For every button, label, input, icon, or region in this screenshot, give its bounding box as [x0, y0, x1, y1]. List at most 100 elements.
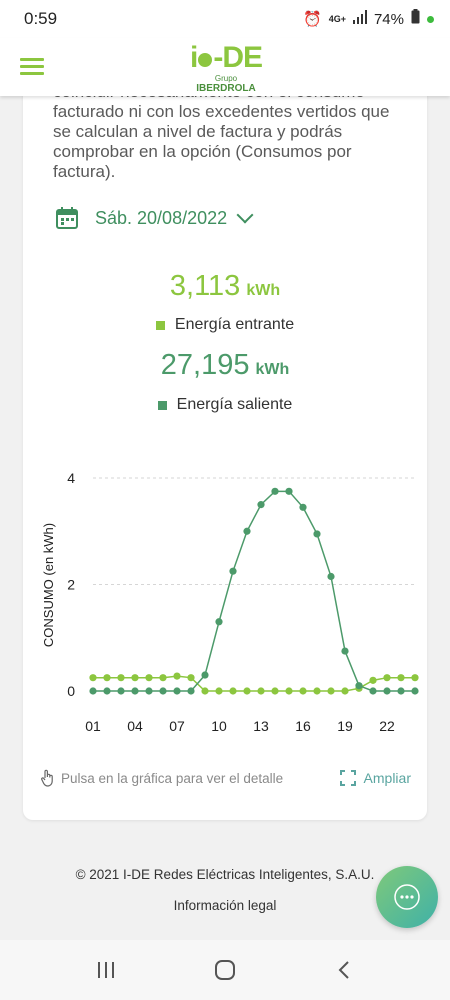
- recent-apps-icon: [97, 962, 114, 978]
- battery-level: 74%: [373, 10, 404, 28]
- data-point[interactable]: [369, 687, 377, 695]
- date-selector[interactable]: Sáb. 20/08/2022: [55, 206, 254, 230]
- consumption-card: coincidir necesariamente con el consumo …: [23, 60, 427, 820]
- data-point[interactable]: [271, 687, 279, 695]
- data-point[interactable]: [355, 682, 363, 690]
- hand-pointer-icon: [41, 769, 53, 787]
- data-point[interactable]: [313, 530, 321, 538]
- data-point[interactable]: [145, 687, 153, 695]
- series-outgoing: [89, 487, 419, 695]
- data-point[interactable]: [257, 501, 265, 509]
- data-point[interactable]: [159, 674, 167, 682]
- legend-swatch-incoming: [155, 320, 165, 330]
- home-icon: [214, 960, 235, 980]
- data-point[interactable]: [313, 687, 321, 695]
- incoming-value: 3,113 kWh: [169, 270, 281, 302]
- data-point[interactable]: [89, 687, 97, 695]
- more-dots-icon: [394, 884, 420, 910]
- chart-actions: Pulsa en la gráfica para ver el detalle …: [41, 769, 411, 787]
- data-point[interactable]: [271, 487, 279, 495]
- data-point[interactable]: [285, 487, 293, 495]
- network-type: 4G+: [328, 13, 346, 24]
- data-point[interactable]: [411, 674, 419, 682]
- data-point[interactable]: [257, 687, 265, 695]
- data-point[interactable]: [215, 618, 223, 626]
- home-button[interactable]: [205, 950, 245, 990]
- menu-icon: [20, 58, 44, 61]
- x-axis-ticks: 01 04 07 10 13 16 19 22: [85, 718, 395, 734]
- recent-apps-button[interactable]: [86, 950, 126, 990]
- data-point[interactable]: [383, 687, 391, 695]
- calendar-icon: [56, 207, 78, 229]
- data-point[interactable]: [285, 687, 293, 695]
- y-tick-label: 4: [67, 470, 75, 486]
- copyright-text: © 2021 I-DE Redes Eléctricas Inteligente…: [75, 867, 375, 882]
- data-point[interactable]: [173, 687, 181, 695]
- series-line: [93, 490, 415, 692]
- data-point[interactable]: [159, 687, 167, 695]
- data-point[interactable]: [341, 687, 349, 695]
- tap-hint: Pulsa en la gráfica para ver el detalle: [41, 769, 283, 787]
- data-point[interactable]: [215, 687, 223, 695]
- x-tick-label: 16: [295, 718, 311, 734]
- legal-link[interactable]: Información legal: [173, 898, 277, 913]
- system-nav-bar: [0, 940, 450, 1000]
- data-point[interactable]: [299, 503, 307, 511]
- data-point[interactable]: [89, 674, 97, 682]
- app-bar: i - DE Grupo IBERDROLA: [0, 38, 450, 96]
- data-point[interactable]: [397, 674, 405, 682]
- data-point[interactable]: [201, 687, 209, 695]
- data-point[interactable]: [229, 687, 237, 695]
- incoming-legend: Energía entrante: [23, 316, 427, 334]
- data-point[interactable]: [145, 674, 153, 682]
- status-bar: 0:59 ⏰ 4G+ 74%: [0, 0, 450, 38]
- data-point[interactable]: [229, 567, 237, 575]
- back-icon: [338, 961, 350, 979]
- data-point[interactable]: [327, 572, 335, 581]
- menu-button[interactable]: [20, 58, 44, 76]
- data-point[interactable]: [243, 687, 251, 695]
- chart-grid: [93, 477, 415, 585]
- logo: i - DE Grupo IBERDROLA: [189, 41, 263, 94]
- expand-icon: [339, 770, 356, 786]
- back-button[interactable]: [324, 950, 364, 990]
- date-label: Sáb. 20/08/2022: [95, 207, 228, 228]
- data-point[interactable]: [131, 687, 139, 695]
- data-point[interactable]: [369, 676, 377, 684]
- globe-icon: [198, 53, 213, 67]
- consumption-chart[interactable]: CONSUMO (en kWh) 0 2 4 01 04 07 10 13 16 19 22: [23, 460, 427, 750]
- data-point[interactable]: [341, 647, 349, 655]
- battery-icon: [411, 9, 420, 29]
- data-point[interactable]: [299, 687, 307, 695]
- data-point[interactable]: [327, 687, 335, 695]
- data-point[interactable]: [131, 674, 139, 682]
- intro-text: coincidir necesariamente con el consumo …: [53, 82, 390, 181]
- data-point[interactable]: [397, 687, 405, 695]
- data-point[interactable]: [117, 687, 125, 695]
- data-point[interactable]: [117, 674, 125, 682]
- x-tick-label: 13: [253, 718, 269, 734]
- x-tick-label: 19: [337, 718, 353, 734]
- outgoing-legend: Energía saliente: [23, 396, 427, 414]
- data-point[interactable]: [103, 674, 111, 682]
- data-point[interactable]: [103, 687, 111, 695]
- x-tick-label: 07: [169, 718, 185, 734]
- data-point[interactable]: [173, 672, 181, 680]
- chat-button[interactable]: [376, 866, 438, 928]
- y-axis-ticks: 0 2 4: [67, 470, 75, 699]
- x-tick-label: 04: [127, 718, 143, 734]
- data-point[interactable]: [201, 671, 209, 679]
- data-point[interactable]: [383, 674, 391, 682]
- chart-series: [89, 487, 419, 695]
- y-axis-label: CONSUMO (en kWh): [41, 523, 56, 647]
- data-point[interactable]: [187, 674, 195, 682]
- data-point[interactable]: [411, 687, 419, 695]
- data-point[interactable]: [187, 687, 195, 695]
- y-tick-label: 0: [67, 683, 75, 699]
- x-tick-label: 01: [85, 718, 101, 734]
- data-point[interactable]: [243, 527, 251, 535]
- expand-button[interactable]: Ampliar: [339, 770, 411, 786]
- signal-icon: [352, 10, 367, 28]
- x-tick-label: 22: [379, 718, 395, 734]
- outgoing-value: 27,195 kWh: [160, 349, 290, 381]
